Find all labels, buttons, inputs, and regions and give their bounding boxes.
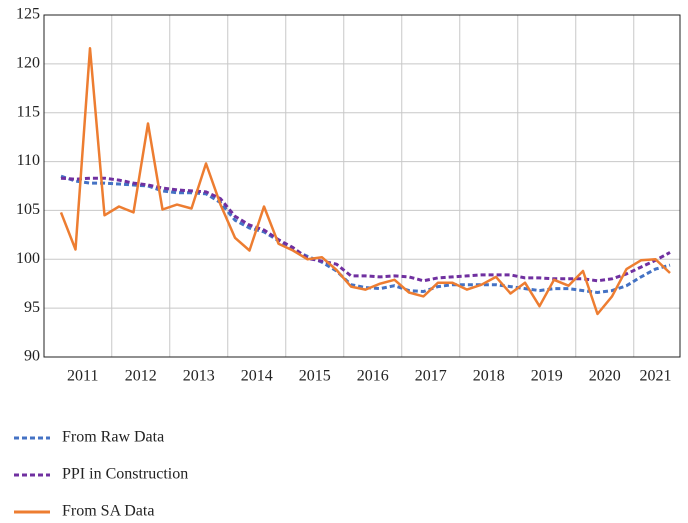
x-tick-label: 2016 xyxy=(357,368,389,385)
data-line xyxy=(59,46,671,316)
x-tick-label: 2011 xyxy=(67,368,98,385)
x-tick-label: 2021 xyxy=(640,368,672,385)
y-tick-label: 90 xyxy=(24,348,40,365)
x-tick-label: 2019 xyxy=(531,368,563,385)
y-tick-label: 120 xyxy=(16,55,40,72)
x-tick-label: 2012 xyxy=(125,368,157,385)
y-tick-label: 100 xyxy=(16,250,40,267)
y-tick-label: 115 xyxy=(17,103,40,120)
x-tick-label: 2013 xyxy=(183,368,215,385)
legend-label: PPI in Construction xyxy=(62,466,188,483)
x-tick-label: 2020 xyxy=(589,368,621,385)
y-tick-label: 105 xyxy=(16,201,40,218)
data-line xyxy=(60,176,671,283)
plot-frame xyxy=(43,14,681,358)
legend-label: From SA Data xyxy=(62,503,154,520)
x-tick-label: 2018 xyxy=(473,368,505,385)
y-tick-label: 125 xyxy=(16,6,40,23)
x-tick-label: 2017 xyxy=(415,368,447,385)
legend-label: From Raw Data xyxy=(62,429,164,446)
y-tick-label: 95 xyxy=(24,299,40,316)
x-tick-label: 2014 xyxy=(241,368,273,385)
y-tick-label: 110 xyxy=(17,152,40,169)
x-tick-label: 2015 xyxy=(299,368,331,385)
